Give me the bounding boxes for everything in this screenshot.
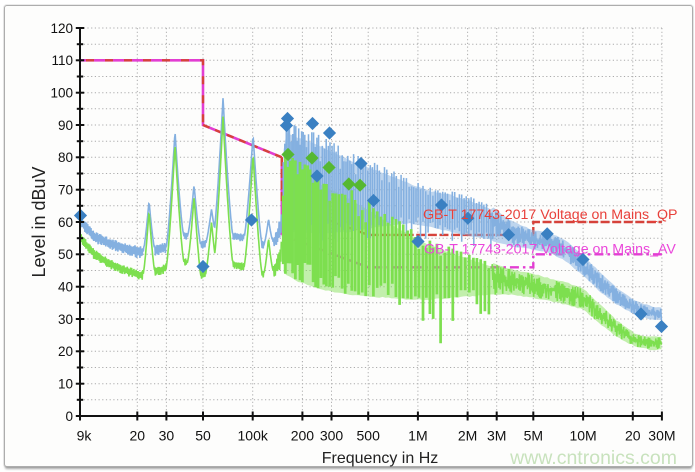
svg-text:60: 60 [58,215,73,230]
svg-text:1M: 1M [408,428,427,444]
svg-text:100k: 100k [238,428,269,444]
svg-text:3M: 3M [487,428,506,444]
svg-text:200: 200 [291,428,315,444]
svg-text:GB-T 17743-2017 Voltage on Mai: GB-T 17743-2017 Voltage on Mains_QP [423,207,678,223]
svg-text:Frequency in Hz: Frequency in Hz [322,450,439,467]
svg-text:80: 80 [58,150,73,165]
svg-text:2M: 2M [458,428,477,444]
svg-text:30: 30 [58,312,73,327]
svg-text:500: 500 [357,428,381,444]
svg-text:20: 20 [130,428,146,444]
svg-text:0: 0 [65,409,73,424]
svg-text:110: 110 [51,53,73,68]
svg-text:30M: 30M [648,428,675,444]
svg-text:www.cntronics.com: www.cntronics.com [509,447,677,469]
svg-text:300: 300 [320,428,344,444]
svg-text:90: 90 [58,118,73,133]
svg-text:120: 120 [50,21,73,36]
svg-text:50: 50 [195,428,211,444]
svg-text:20: 20 [625,428,641,444]
svg-text:20: 20 [58,344,73,359]
svg-text:100: 100 [50,86,73,101]
svg-text:9k: 9k [77,428,93,444]
svg-text:10: 10 [58,377,73,392]
svg-text:GB-T 17743-2017 Voltage on Mai: GB-T 17743-2017 Voltage on Mains_AV [424,242,676,258]
svg-text:50: 50 [58,247,73,262]
svg-text:40: 40 [58,280,73,295]
svg-text:Level in dBuV: Level in dBuV [29,166,49,277]
svg-text:70: 70 [58,183,73,198]
svg-text:5M: 5M [524,428,543,444]
svg-text:30: 30 [159,428,175,444]
svg-text:10M: 10M [569,428,596,444]
